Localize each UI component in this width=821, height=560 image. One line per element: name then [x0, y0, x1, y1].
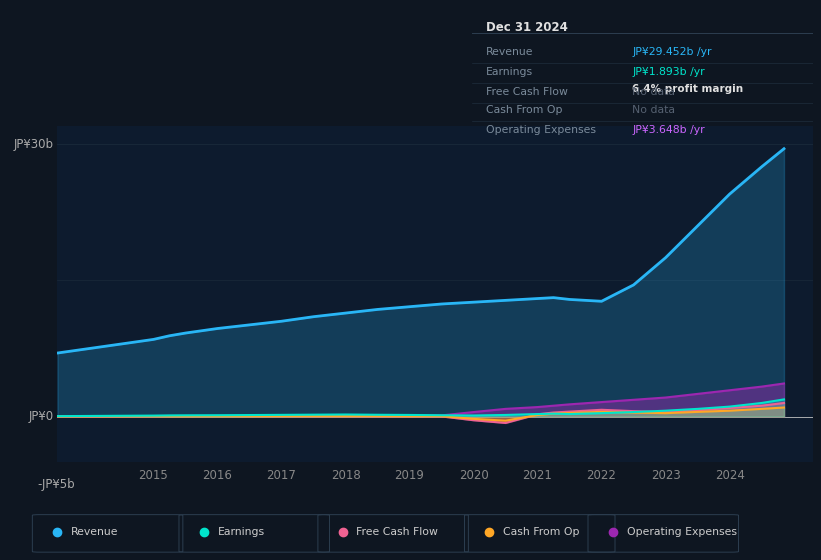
Text: Free Cash Flow: Free Cash Flow: [356, 527, 438, 537]
Text: 2018: 2018: [331, 469, 360, 482]
Text: Cash From Op: Cash From Op: [503, 527, 580, 537]
Text: Cash From Op: Cash From Op: [486, 105, 562, 115]
Text: JP¥1.893b /yr: JP¥1.893b /yr: [632, 67, 705, 77]
Text: JP¥0: JP¥0: [29, 410, 53, 423]
Text: JP¥29.452b /yr: JP¥29.452b /yr: [632, 47, 712, 57]
Text: Earnings: Earnings: [218, 527, 264, 537]
Text: 2021: 2021: [523, 469, 553, 482]
Text: 2015: 2015: [139, 469, 168, 482]
Text: 2017: 2017: [267, 469, 296, 482]
Text: 2019: 2019: [395, 469, 424, 482]
Text: Operating Expenses: Operating Expenses: [486, 125, 596, 136]
Text: 2024: 2024: [714, 469, 745, 482]
Text: Free Cash Flow: Free Cash Flow: [486, 87, 567, 97]
Text: Revenue: Revenue: [486, 47, 533, 57]
Text: 2016: 2016: [203, 469, 232, 482]
Text: Operating Expenses: Operating Expenses: [626, 527, 736, 537]
Text: JP¥3.648b /yr: JP¥3.648b /yr: [632, 125, 705, 136]
Text: Earnings: Earnings: [486, 67, 533, 77]
Text: 2022: 2022: [587, 469, 617, 482]
Text: 2020: 2020: [459, 469, 488, 482]
Text: 2023: 2023: [651, 469, 681, 482]
Text: Revenue: Revenue: [71, 527, 118, 537]
Text: No data: No data: [632, 105, 675, 115]
Text: Dec 31 2024: Dec 31 2024: [486, 21, 567, 34]
Text: JP¥30b: JP¥30b: [14, 138, 53, 151]
Text: No data: No data: [632, 87, 675, 97]
Text: -JP¥5b: -JP¥5b: [37, 478, 75, 491]
Text: 6.4% profit margin: 6.4% profit margin: [632, 84, 743, 94]
